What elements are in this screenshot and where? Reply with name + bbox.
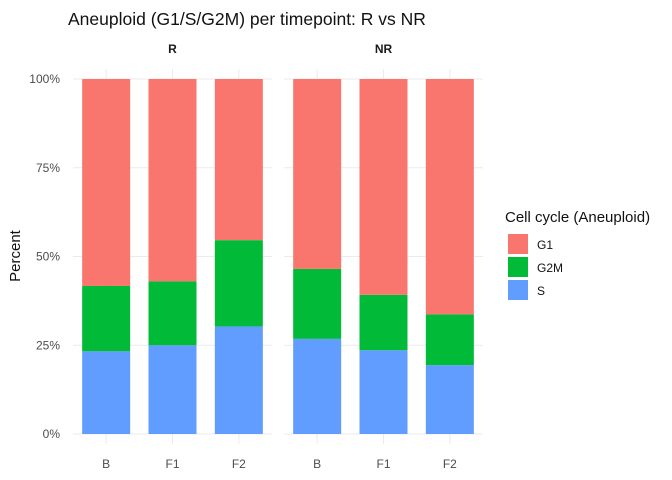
legend-label: G2M (537, 261, 563, 275)
x-tick-label: F1 (165, 457, 179, 471)
bar-segment-g2m (293, 268, 342, 339)
bar-segment-g1 (425, 79, 474, 315)
bar-segment-g1 (82, 79, 131, 286)
legend-key-s (508, 280, 528, 300)
facet-label: NR (375, 42, 393, 56)
bar-segment-g2m (359, 294, 408, 351)
x-tick-label: F1 (376, 457, 390, 471)
legend-key-g2m (508, 257, 528, 277)
y-tick-label: 25% (36, 338, 60, 352)
facet-label: R (168, 42, 177, 56)
x-tick-label: F2 (443, 457, 457, 471)
legend: Cell cycle (Aneuploid) G1 G2M S (505, 209, 650, 300)
bar-segment-g2m (425, 314, 474, 366)
legend-label: S (537, 284, 545, 298)
x-tick-label: F2 (232, 457, 246, 471)
facet-panel: R B F1 F2 (73, 42, 272, 471)
bar-segment-s (359, 350, 408, 434)
legend-label: G1 (537, 238, 553, 252)
bar-segment-g1 (359, 79, 408, 295)
x-tick-label: B (313, 457, 321, 471)
bar-segment-s (148, 345, 197, 434)
y-tick-label: 100% (29, 72, 60, 86)
y-tick-label: 50% (36, 250, 60, 264)
x-tick-label: B (102, 457, 110, 471)
facet-panel: NR B F1 F2 (284, 42, 483, 471)
y-tick-label: 0% (43, 427, 61, 441)
bar-segment-g1 (214, 79, 263, 241)
bar-segment-g2m (214, 240, 263, 327)
legend-key-g1 (508, 234, 528, 254)
chart-title: Aneuploid (G1/S/G2M) per timepoint: R vs… (68, 9, 426, 29)
bar-segment-s (214, 326, 263, 434)
bar-segment-s (425, 365, 474, 434)
y-tick-label: 75% (36, 161, 60, 175)
bar-segment-s (82, 351, 131, 434)
bar-segment-g1 (148, 79, 197, 282)
y-axis-title: Percent (7, 229, 24, 282)
plot-area: 0% 25% 50% 75% 100% R B F1 F2 NR B F1 F2 (29, 42, 483, 471)
bar-segment-g1 (293, 79, 342, 269)
legend-title: Cell cycle (Aneuploid) (505, 209, 650, 226)
bar-segment-g2m (148, 281, 197, 346)
bar-segment-g2m (82, 285, 131, 352)
bar-segment-s (293, 338, 342, 434)
